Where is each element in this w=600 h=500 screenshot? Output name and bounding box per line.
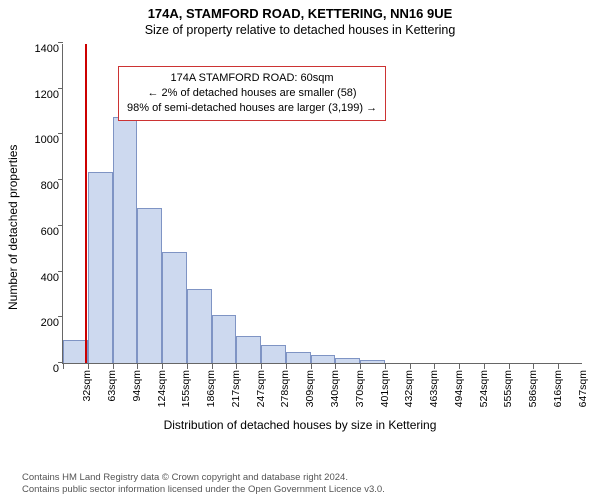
x-tick-mark — [63, 364, 64, 369]
x-tick-mark — [335, 364, 336, 369]
histogram-bar — [360, 360, 385, 363]
x-tick-label: 616sqm — [552, 370, 564, 420]
x-tick-label: 186sqm — [205, 370, 217, 420]
page-title: 174A, STAMFORD ROAD, KETTERING, NN16 9UE — [0, 0, 600, 21]
x-tick-label: 401sqm — [379, 370, 391, 420]
histogram-bar — [63, 340, 88, 363]
x-tick-mark — [533, 364, 534, 369]
y-tick-label: 800 — [23, 180, 59, 192]
x-tick-mark — [137, 364, 138, 369]
histogram-bar — [236, 336, 261, 363]
x-tick-mark — [88, 364, 89, 369]
x-tick-mark — [484, 364, 485, 369]
y-tick-mark — [58, 271, 63, 272]
x-tick-label: 278sqm — [279, 370, 291, 420]
histogram-bar — [187, 289, 212, 363]
x-tick-mark — [212, 364, 213, 369]
histogram-bar — [212, 315, 237, 363]
x-tick-mark — [286, 364, 287, 369]
x-tick-label: 555sqm — [502, 370, 514, 420]
info-box-line1: 174A STAMFORD ROAD: 60sqm — [127, 71, 377, 86]
x-tick-mark — [187, 364, 188, 369]
info-box: 174A STAMFORD ROAD: 60sqm ← 2% of detach… — [118, 66, 386, 121]
histogram-bar — [137, 208, 162, 363]
x-tick-label: 340sqm — [329, 370, 341, 420]
y-tick-label: 0 — [23, 363, 59, 375]
x-tick-label: 63sqm — [106, 370, 118, 420]
y-tick-mark — [58, 88, 63, 89]
x-tick-label: 309sqm — [304, 370, 316, 420]
y-tick-mark — [58, 133, 63, 134]
x-tick-label: 32sqm — [81, 370, 93, 420]
histogram-bar — [261, 345, 286, 363]
subject-marker-line — [85, 44, 87, 363]
y-axis-label: Number of detached properties — [6, 145, 20, 310]
info-box-line2: ← 2% of detached houses are smaller (58) — [127, 86, 377, 101]
x-tick-mark — [434, 364, 435, 369]
x-tick-label: 494sqm — [453, 370, 465, 420]
chart-area: Number of detached properties 0200400600… — [0, 40, 600, 440]
x-tick-mark — [311, 364, 312, 369]
y-tick-label: 1200 — [23, 89, 59, 101]
x-tick-mark — [459, 364, 460, 369]
histogram-bar — [88, 172, 113, 363]
y-tick-label: 200 — [23, 317, 59, 329]
x-tick-label: 247sqm — [255, 370, 267, 420]
histogram-bar — [311, 355, 336, 363]
y-tick-label: 600 — [23, 226, 59, 238]
x-tick-label: 586sqm — [527, 370, 539, 420]
x-tick-mark — [162, 364, 163, 369]
footer-line1: Contains HM Land Registry data © Crown c… — [22, 472, 600, 484]
y-tick-label: 400 — [23, 272, 59, 284]
x-tick-label: 432sqm — [403, 370, 415, 420]
y-tick-mark — [58, 316, 63, 317]
x-tick-label: 370sqm — [354, 370, 366, 420]
footer-attribution: Contains HM Land Registry data © Crown c… — [0, 472, 600, 496]
y-tick-mark — [58, 179, 63, 180]
x-tick-label: 524sqm — [478, 370, 490, 420]
x-tick-mark — [558, 364, 559, 369]
x-tick-mark — [509, 364, 510, 369]
y-tick-mark — [58, 362, 63, 363]
info-box-line3: 98% of semi-detached houses are larger (… — [127, 101, 377, 116]
plot-region: 0200400600800100012001400 32sqm63sqm94sq… — [62, 44, 582, 364]
histogram-bar — [162, 252, 187, 363]
x-tick-mark — [410, 364, 411, 369]
y-tick-mark — [58, 225, 63, 226]
x-axis-label: Distribution of detached houses by size … — [0, 418, 600, 432]
footer-line2: Contains public sector information licen… — [22, 484, 600, 496]
x-tick-mark — [261, 364, 262, 369]
x-tick-mark — [360, 364, 361, 369]
x-tick-label: 155sqm — [180, 370, 192, 420]
x-tick-label: 94sqm — [131, 370, 143, 420]
x-tick-label: 124sqm — [156, 370, 168, 420]
x-tick-label: 647sqm — [577, 370, 589, 420]
histogram-bar — [286, 352, 311, 363]
y-tick-mark — [58, 42, 63, 43]
x-tick-label: 463sqm — [428, 370, 440, 420]
x-tick-mark — [236, 364, 237, 369]
x-tick-mark — [385, 364, 386, 369]
histogram-bar — [113, 117, 138, 363]
y-tick-label: 1400 — [23, 43, 59, 55]
page-subtitle: Size of property relative to detached ho… — [0, 21, 600, 37]
y-tick-label: 1000 — [23, 134, 59, 146]
x-tick-mark — [113, 364, 114, 369]
x-tick-label: 217sqm — [230, 370, 242, 420]
histogram-bar — [335, 358, 360, 363]
